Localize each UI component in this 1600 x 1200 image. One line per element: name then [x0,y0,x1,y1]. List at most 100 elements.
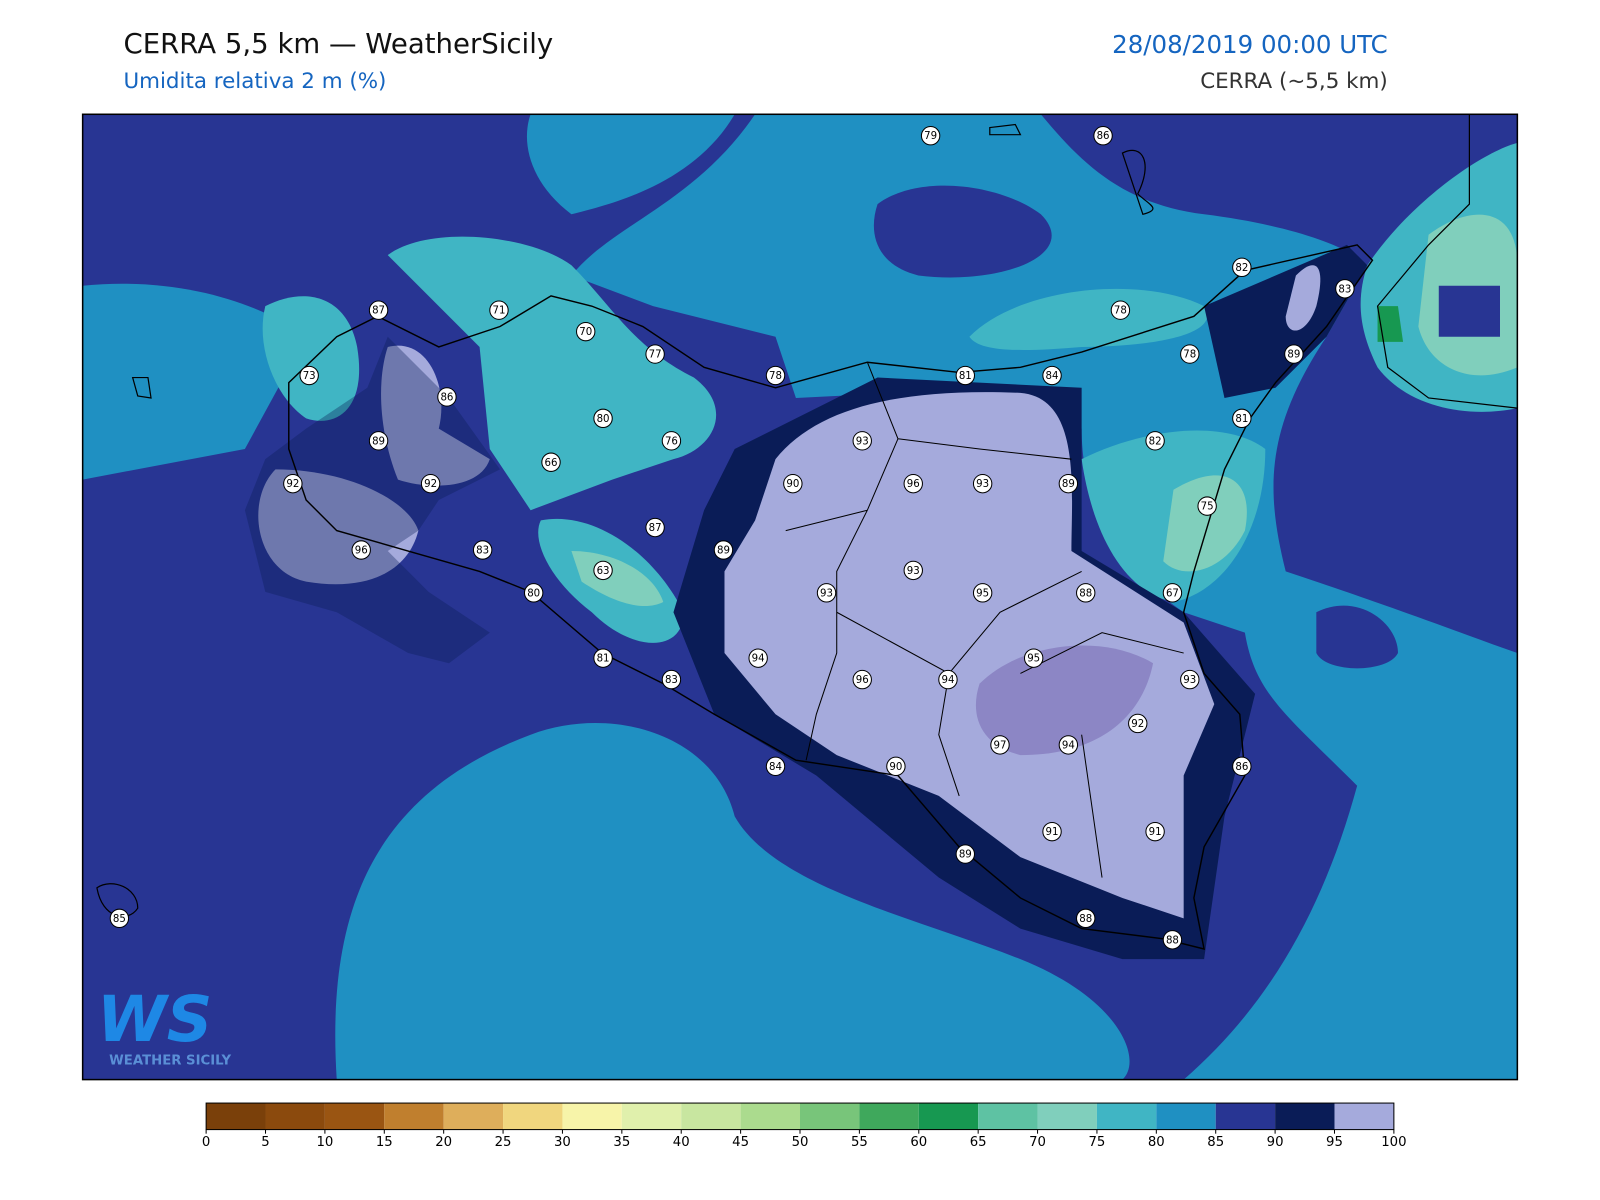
station-marker [765,756,786,777]
station-value: 96 [907,479,920,490]
station-marker [472,540,493,560]
colorbar-tick-label: 35 [613,1135,630,1150]
station-marker [1128,713,1148,734]
station-marker [1058,473,1079,494]
model: CERRA (~5,5 km) [1200,69,1388,94]
station-value: 73 [303,371,316,382]
colorbar-tick-label: 45 [732,1135,749,1150]
station-marker [299,365,319,386]
station-value: 67 [1166,588,1179,599]
station-value: 93 [907,566,920,577]
colorbar-tick-label: 65 [970,1135,987,1150]
station-value: 81 [597,654,610,665]
station-marker [661,669,682,690]
station-marker [990,735,1010,755]
station-value: 85 [113,914,126,925]
station-value: 94 [941,675,954,686]
station-value: 89 [1062,479,1075,490]
map [82,114,1518,1080]
station-marker [972,583,993,603]
station-value: 81 [1235,414,1248,425]
station-marker [593,408,613,429]
station-value: 70 [579,327,592,338]
colorbar-bin [1275,1103,1335,1130]
station-value: 88 [1079,914,1092,925]
logo-mark: WS [97,982,212,1056]
colorbar-tick-label: 75 [1089,1135,1106,1150]
station-marker [886,756,906,777]
colorbar-bin [1096,1103,1157,1130]
station-marker [1335,279,1355,299]
station-marker [109,908,130,929]
station-value: 90 [889,762,902,773]
station-marker [713,540,734,560]
station-marker [1145,821,1165,842]
station-value: 96 [355,546,368,557]
station-marker [1076,908,1096,929]
station-value: 77 [649,350,662,361]
station-value: 96 [856,675,869,686]
colorbar-tick-label: 55 [851,1135,868,1150]
station-marker [1162,930,1183,950]
station-marker [920,126,941,146]
colorbar-tick-label: 100 [1381,1135,1406,1150]
station-marker [1145,431,1165,451]
colorbar-bin [740,1103,800,1130]
station-marker [593,648,613,668]
station-marker [420,473,441,494]
station-marker [1093,126,1113,146]
station-value: 89 [1287,350,1300,361]
station-marker [523,583,544,603]
station-marker [903,473,923,494]
colorbar-bin [562,1103,622,1130]
station-value: 95 [1027,654,1040,665]
station-value: 79 [924,131,937,142]
colorbar-tick-label: 50 [792,1135,809,1150]
logo: WS WEATHER SICILY [97,982,232,1068]
title: CERRA 5,5 km — WeatherSicily [123,28,553,60]
colorbar-tick-label: 95 [1326,1135,1343,1150]
station-value: 89 [372,436,385,447]
station-marker [1180,669,1200,690]
colorbar-bin [621,1103,682,1130]
colorbar-bin [503,1103,563,1130]
colorbar-bin [800,1103,860,1130]
station-marker [955,365,975,386]
station-marker [748,648,768,668]
station-marker [437,387,457,407]
station-marker [1232,408,1252,429]
station-marker [645,517,665,538]
colorbar-tick-label: 85 [1207,1135,1224,1150]
station-value: 97 [994,740,1007,751]
colorbar-tick-label: 30 [554,1135,571,1150]
station-marker [972,473,993,494]
colorbar-bin [918,1103,979,1130]
station-value: 71 [492,306,505,317]
colorbar-bin [978,1103,1038,1130]
colorbar-tick-label: 10 [316,1135,333,1150]
colorbar-tick-label: 25 [495,1135,512,1150]
colorbar-bin [265,1103,325,1130]
station-value: 87 [372,306,385,317]
station-marker [1232,257,1252,278]
station-marker [1042,821,1062,842]
colorbar-tick-label: 40 [673,1135,690,1150]
station-value: 78 [1183,350,1196,361]
station-marker [541,452,561,472]
station-value: 93 [820,588,833,599]
station-marker [1162,583,1183,603]
station-value: 87 [649,523,662,534]
station-marker [283,473,303,494]
station-value: 86 [1097,131,1110,142]
colorbar-bin [324,1103,385,1130]
colorbar-bin [1156,1103,1216,1130]
colorbar-tick-label: 70 [1029,1135,1046,1150]
station-value: 92 [286,479,299,490]
colorbar-tick-label: 80 [1148,1135,1165,1150]
colorbar-tick-label: 0 [202,1135,210,1150]
station-value: 83 [476,546,489,557]
station-value: 92 [1131,719,1144,730]
station-value: 78 [769,371,782,382]
station-marker [1042,365,1062,386]
